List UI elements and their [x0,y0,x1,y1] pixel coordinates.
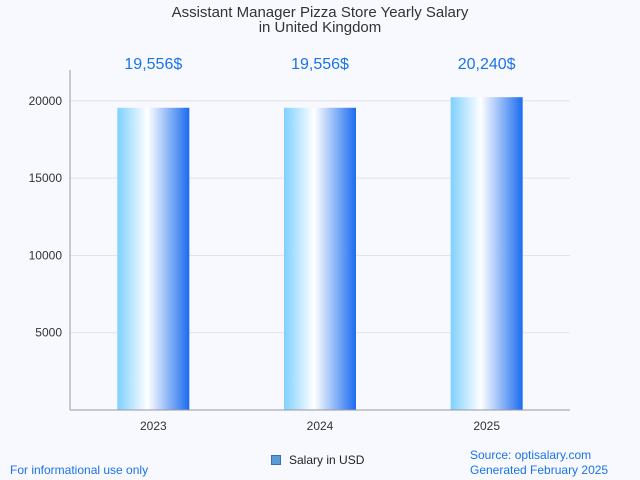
bar-value-label: 19,556$ [291,56,349,73]
labels: 5000 10000 15000 20000 19,556$ 2023 19,556$ 202… [29,56,516,433]
legend-swatch [271,455,281,465]
y-tick-label: 10000 [29,248,63,262]
y-tick-label: 5000 [35,326,62,340]
bar-value-label: 19,556$ [124,56,182,73]
bar [450,97,523,410]
y-tick-label: 15000 [29,171,63,185]
legend: Salary in USD [271,453,364,467]
x-tick-label: 2024 [307,419,334,433]
source-block: Source: optisalary.com Generated Februar… [470,448,608,478]
y-tick-label: 20000 [29,94,63,108]
x-tick-label: 2023 [140,419,167,433]
bar-value-label: 20,240$ [458,56,516,73]
axes [69,70,570,411]
bars [117,97,523,411]
chart-subtitle: in United Kingdom [258,19,382,36]
chart-title: Assistant Manager Pizza Store Yearly Sal… [171,4,469,21]
bar [284,107,356,411]
legend-label: Salary in USD [289,453,365,467]
bar [117,107,190,411]
disclaimer-text: For informational use only [10,463,149,477]
source-link[interactable]: Source: optisalary.com [470,448,592,462]
generated-date: Generated February 2025 [470,463,609,477]
x-tick-label: 2025 [473,419,500,433]
